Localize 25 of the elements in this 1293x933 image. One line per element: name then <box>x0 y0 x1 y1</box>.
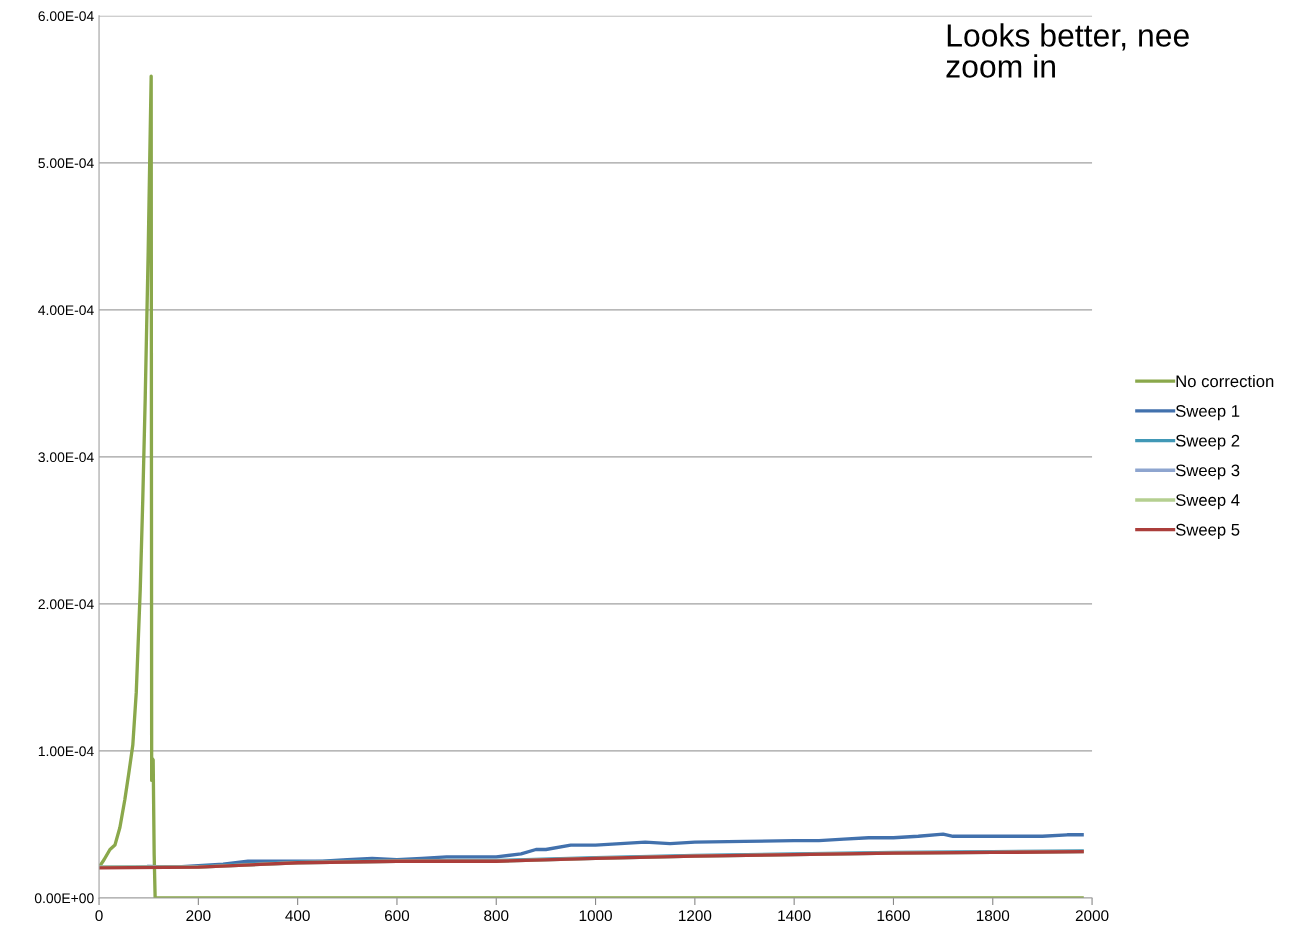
y-tick-label: 0.00E+00 <box>34 893 94 904</box>
y-tick-label: 1.00E-04 <box>38 746 94 757</box>
x-tick-label: 600 <box>384 910 410 922</box>
annotation: Looks better, nee zoom in <box>946 23 1189 78</box>
x-tick-label: 1200 <box>679 910 712 922</box>
legend-label: No correction <box>1176 374 1274 388</box>
y-tick-label: 5.00E-04 <box>38 158 94 169</box>
y-tick-label: 4.00E-04 <box>38 305 94 316</box>
x-tick-label: 1600 <box>877 910 910 922</box>
legend-label: Sweep 3 <box>1175 464 1240 480</box>
x-tick-label: 200 <box>186 910 211 922</box>
x-tick-label: 400 <box>285 910 310 922</box>
legend-label: Sweep 2 <box>1175 434 1240 450</box>
legend-label: Sweep 5 <box>1175 523 1240 539</box>
x-tick-label: 1800 <box>976 910 1010 922</box>
legend-label: Sweep 1 <box>1175 405 1240 421</box>
y-tick-label: 6.00E-04 <box>38 11 94 22</box>
x-tick-label: 1400 <box>778 910 811 922</box>
y-tick-label: 3.00E-04 <box>38 452 94 463</box>
legend-label: Sweep 4 <box>1175 494 1240 510</box>
y-tick-label: 2.00E-04 <box>38 599 94 610</box>
x-tick-label: 2000 <box>1075 910 1109 922</box>
x-tick-label: 800 <box>484 910 509 922</box>
x-tick-label: 1000 <box>579 910 612 922</box>
x-tick-label: 0 <box>95 910 103 922</box>
